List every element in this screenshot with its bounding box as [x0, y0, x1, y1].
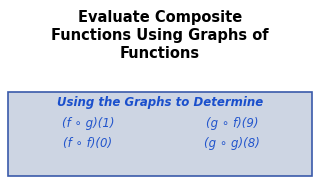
Text: (f ∘ g)(1): (f ∘ g)(1): [62, 116, 114, 129]
Text: Evaluate Composite
Functions Using Graphs of
Functions: Evaluate Composite Functions Using Graph…: [51, 10, 269, 61]
FancyBboxPatch shape: [8, 92, 312, 176]
Text: (g ∘ f)(9): (g ∘ f)(9): [206, 116, 258, 129]
Text: (g ∘ g)(8): (g ∘ g)(8): [204, 136, 260, 150]
Text: Using the Graphs to Determine: Using the Graphs to Determine: [57, 96, 263, 109]
Text: (f ∘ f)(0): (f ∘ f)(0): [63, 136, 113, 150]
